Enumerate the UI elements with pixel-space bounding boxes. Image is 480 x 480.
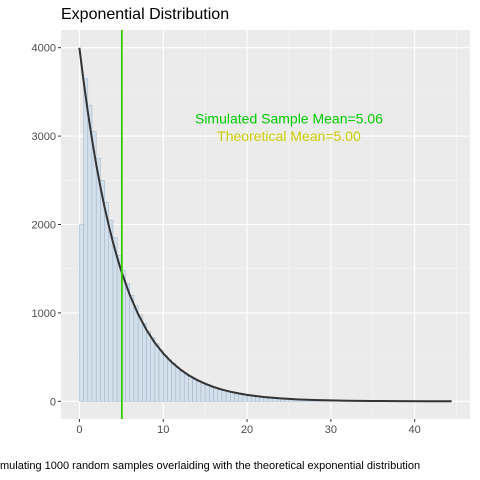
histogram-bar (263, 397, 269, 402)
histogram-bar (192, 378, 198, 402)
histogram-bar (183, 373, 189, 402)
histogram-bar (83, 78, 89, 402)
x-axis-label: mulating 1000 random samples overlaiding… (0, 460, 421, 472)
histogram-bar (175, 367, 181, 402)
histogram-bar (217, 389, 223, 402)
histogram-bar (150, 337, 156, 402)
histogram-bar (91, 131, 97, 402)
histogram-bar (246, 395, 252, 402)
histogram-bar (142, 323, 147, 402)
histogram-bar (255, 396, 260, 402)
histogram-bar (154, 343, 160, 402)
x-tick-label: 0 (76, 424, 82, 436)
histogram-bar (129, 294, 135, 402)
histogram-bar (104, 202, 110, 402)
y-tick-label: 0 (50, 396, 56, 408)
theoretical-curve (78, 47, 452, 403)
histogram-bar (146, 331, 151, 402)
histogram-bar (221, 390, 227, 402)
histogram-bar (225, 391, 231, 402)
histogram-bar (125, 283, 130, 402)
histogram-bar (137, 314, 143, 402)
x-tick-label: 20 (241, 424, 253, 436)
histogram-bar (200, 383, 206, 402)
histogram-bar (158, 349, 164, 402)
histogram-bar (87, 104, 93, 402)
histogram-bar (242, 394, 248, 402)
histogram-bar (100, 180, 105, 402)
histogram-bar (209, 386, 214, 402)
histogram-bar (171, 363, 177, 402)
histogram-bar (79, 224, 84, 402)
histogram-bar (95, 157, 101, 402)
histogram-bar (230, 392, 235, 402)
histogram-bar (116, 255, 122, 402)
histogram-bar (238, 394, 244, 402)
y-tick-label: 1000 (32, 308, 56, 320)
histogram-bar (108, 219, 114, 402)
annotation-simulated-mean: Simulated Sample Mean=5.06 (195, 110, 383, 126)
histogram-bar (196, 381, 202, 402)
histogram-bar (163, 355, 168, 402)
histogram-bar (112, 237, 118, 402)
histogram-bar (213, 387, 218, 402)
histogram-bar (251, 396, 256, 402)
histogram-bar (167, 359, 172, 402)
histogram-bar (259, 397, 265, 402)
histogram-bar (234, 393, 239, 402)
histogram-bar (204, 385, 210, 402)
histogram-bar (267, 397, 273, 402)
histogram-bar (188, 376, 193, 402)
histogram-bar (179, 371, 185, 402)
x-tick-label: 40 (409, 424, 421, 436)
x-tick-label: 30 (325, 424, 337, 436)
x-tick-label: 10 (157, 424, 169, 436)
y-tick-label: 4000 (32, 43, 56, 55)
y-tick-label: 3000 (32, 131, 56, 143)
chart-title: Exponential Distribution (61, 6, 230, 23)
y-tick-label: 2000 (32, 220, 56, 232)
histogram-bar (133, 305, 139, 402)
annotation-theoretical-mean: Theoretical Mean=5.00 (217, 128, 361, 144)
